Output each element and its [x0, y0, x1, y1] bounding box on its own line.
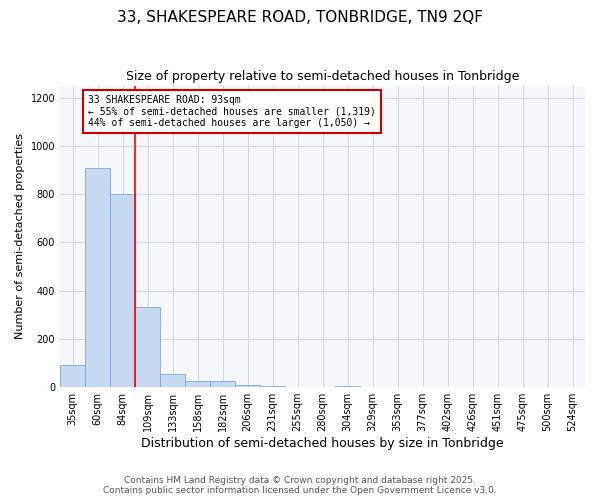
Bar [85, 168, 110, 387]
Title: Size of property relative to semi-detached houses in Tonbridge: Size of property relative to semi-detach… [126, 70, 519, 83]
Text: 33, SHAKESPEARE ROAD, TONBRIDGE, TN9 2QF: 33, SHAKESPEARE ROAD, TONBRIDGE, TN9 2QF [117, 10, 483, 25]
Bar [235, 384, 260, 387]
Bar [60, 366, 85, 387]
Bar [260, 386, 285, 387]
Bar [335, 386, 360, 387]
Bar [160, 374, 185, 387]
Text: 33 SHAKESPEARE ROAD: 93sqm
← 55% of semi-detached houses are smaller (1,319)
44%: 33 SHAKESPEARE ROAD: 93sqm ← 55% of semi… [88, 95, 376, 128]
Y-axis label: Number of semi-detached properties: Number of semi-detached properties [15, 134, 25, 340]
Text: Contains HM Land Registry data © Crown copyright and database right 2025.
Contai: Contains HM Land Registry data © Crown c… [103, 476, 497, 495]
Bar [210, 381, 235, 387]
Bar [110, 194, 135, 387]
X-axis label: Distribution of semi-detached houses by size in Tonbridge: Distribution of semi-detached houses by … [141, 437, 504, 450]
Bar [135, 308, 160, 387]
Bar [185, 381, 210, 387]
